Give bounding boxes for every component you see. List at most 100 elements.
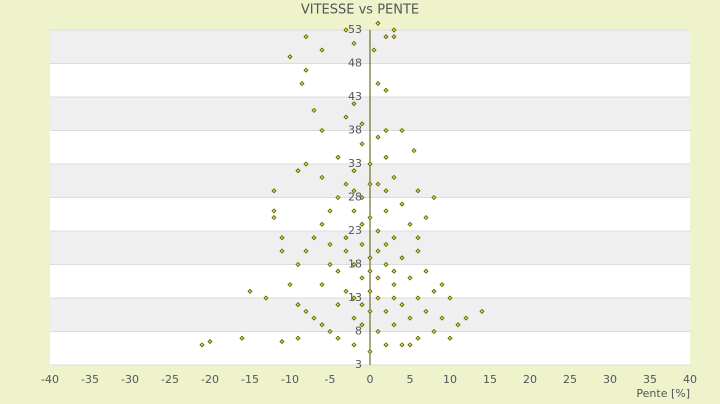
point <box>335 154 341 160</box>
point <box>439 315 445 321</box>
point <box>279 338 285 345</box>
chart-title: VITESSE vs PENTE <box>301 3 419 18</box>
point <box>271 188 277 194</box>
point <box>207 338 213 345</box>
x-tick-label: 10 <box>443 373 457 386</box>
point <box>239 335 245 341</box>
y-tick-label: 43 <box>348 90 362 103</box>
point <box>383 208 389 214</box>
point <box>319 127 325 134</box>
point <box>383 154 389 160</box>
point <box>375 181 381 187</box>
point <box>455 322 461 328</box>
x-tick-label: -5 <box>325 373 336 386</box>
point <box>343 27 349 33</box>
point <box>415 295 421 301</box>
x-tick-label: -15 <box>241 373 259 386</box>
point <box>391 282 397 288</box>
point <box>367 181 373 187</box>
x-tick-label: 15 <box>483 373 497 386</box>
point <box>367 268 373 274</box>
x-tick-label: 20 <box>523 373 537 386</box>
point <box>371 47 377 53</box>
point <box>391 295 397 301</box>
point <box>351 101 357 107</box>
point <box>383 308 389 314</box>
point <box>359 221 365 227</box>
point <box>295 261 301 268</box>
point <box>407 275 413 281</box>
point <box>391 235 397 241</box>
x-tick-label: 35 <box>643 373 657 386</box>
point <box>463 315 469 321</box>
point <box>383 34 389 40</box>
point <box>319 322 325 328</box>
point <box>359 141 365 147</box>
point <box>431 328 437 335</box>
point <box>375 134 381 140</box>
y-tick-label: 53 <box>348 23 362 36</box>
point <box>343 114 349 120</box>
point <box>271 215 277 221</box>
point <box>303 161 309 167</box>
point <box>391 174 397 180</box>
point <box>279 235 285 241</box>
point <box>299 81 305 87</box>
x-tick-label: -25 <box>161 373 179 386</box>
point <box>423 308 429 314</box>
point <box>359 275 365 281</box>
point <box>407 315 413 321</box>
point <box>399 127 405 134</box>
point <box>279 248 285 254</box>
y-tick-label: 18 <box>348 258 362 271</box>
point <box>295 335 301 341</box>
point <box>391 322 397 328</box>
y-tick-label: 33 <box>348 157 362 170</box>
point <box>375 275 381 281</box>
point <box>319 174 325 180</box>
point <box>351 342 357 348</box>
point <box>247 288 253 294</box>
point <box>351 295 357 301</box>
x-tick-label: -10 <box>281 373 299 386</box>
point <box>415 248 421 254</box>
y-tick-label: 38 <box>348 124 362 137</box>
x-tick-label: 5 <box>407 373 414 386</box>
point <box>335 194 341 201</box>
point <box>423 215 429 221</box>
point <box>367 308 373 314</box>
point <box>447 295 453 301</box>
point <box>335 268 341 274</box>
point <box>351 188 357 194</box>
x-tick-label: 30 <box>603 373 617 386</box>
point <box>415 335 421 341</box>
y-tick-label: 8 <box>355 325 362 338</box>
point <box>359 194 365 201</box>
point <box>375 295 381 301</box>
point <box>415 235 421 241</box>
point <box>367 349 373 355</box>
point <box>303 34 309 40</box>
point <box>351 168 357 174</box>
point <box>367 215 373 221</box>
x-tick-label: -35 <box>81 373 99 386</box>
point <box>335 335 341 341</box>
point <box>415 188 421 194</box>
x-axis-label: Pente [%] <box>636 387 690 400</box>
point <box>311 315 317 321</box>
point <box>367 161 373 167</box>
point <box>343 248 349 254</box>
point <box>407 342 413 348</box>
point <box>303 308 309 314</box>
point <box>383 241 389 247</box>
point <box>375 248 381 254</box>
point <box>351 315 357 321</box>
point <box>199 342 205 348</box>
point <box>303 248 309 254</box>
x-tick-label: 25 <box>563 373 577 386</box>
point <box>319 47 325 53</box>
point <box>327 261 333 268</box>
point <box>375 81 381 87</box>
point <box>399 201 405 207</box>
point <box>327 208 333 214</box>
